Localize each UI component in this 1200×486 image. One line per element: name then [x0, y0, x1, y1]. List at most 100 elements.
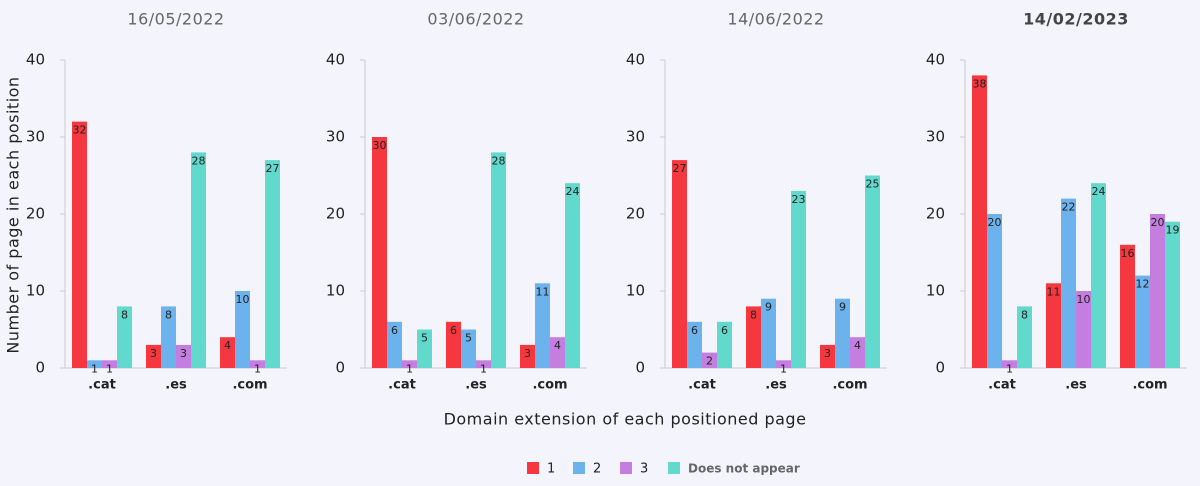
bar — [72, 121, 87, 368]
data-label: 11 — [536, 285, 550, 298]
data-label: 10 — [1077, 293, 1091, 306]
data-label: 5 — [465, 332, 472, 345]
data-label: 23 — [792, 193, 806, 206]
bar — [1135, 275, 1150, 368]
bar — [1061, 198, 1076, 368]
legend-swatch — [668, 462, 680, 474]
data-label: 8 — [750, 308, 757, 321]
x-tick-label: .cat — [388, 378, 416, 393]
y-tick-label: 20 — [326, 205, 345, 223]
data-label: 22 — [1062, 201, 1076, 214]
bar — [476, 360, 491, 368]
bar — [717, 321, 732, 368]
chart-title: 16/05/2022 — [127, 10, 224, 29]
x-axis-title: Domain extension of each positioned page — [444, 410, 807, 429]
x-tick-label: .es — [765, 378, 787, 393]
data-label: 6 — [691, 324, 698, 337]
bar — [865, 175, 880, 368]
data-label: 27 — [673, 162, 687, 175]
bar — [491, 152, 506, 368]
bar — [102, 360, 117, 368]
y-tick-label: 20 — [626, 205, 645, 223]
bar — [372, 137, 387, 368]
bar — [1091, 183, 1106, 368]
data-label: 10 — [236, 293, 250, 306]
x-tick-label: .es — [465, 378, 487, 393]
data-label: 9 — [765, 301, 772, 314]
data-label: 8 — [121, 308, 128, 321]
data-label: 6 — [721, 324, 728, 337]
bar — [1046, 283, 1061, 368]
data-label: 3 — [180, 347, 187, 360]
y-tick-label: 10 — [26, 282, 45, 300]
x-tick-label: .com — [532, 378, 567, 393]
x-tick-label: .cat — [88, 378, 116, 393]
data-label: 12 — [1136, 278, 1150, 291]
bar — [820, 344, 835, 368]
data-label: 6 — [391, 324, 398, 337]
data-label: 20 — [988, 216, 1002, 229]
data-label: 1 — [1006, 362, 1013, 375]
bar — [265, 160, 280, 368]
y-tick-label: 30 — [326, 128, 345, 146]
data-label: 28 — [492, 154, 506, 167]
bar — [191, 152, 206, 368]
y-tick-label: 0 — [635, 359, 645, 377]
bar — [461, 329, 476, 368]
bar — [565, 183, 580, 368]
bar — [220, 337, 235, 368]
bar — [387, 321, 402, 368]
y-tick-label: 30 — [626, 128, 645, 146]
bar — [687, 321, 702, 368]
data-label: 1 — [406, 362, 413, 375]
bar — [235, 291, 250, 368]
data-label: 4 — [854, 339, 861, 352]
bar — [87, 360, 102, 368]
bar — [1120, 244, 1135, 368]
legend-swatch — [620, 462, 632, 474]
bar — [550, 337, 565, 368]
data-label: 11 — [1047, 285, 1061, 298]
data-label: 1 — [480, 362, 487, 375]
data-label: 1 — [254, 362, 261, 375]
data-label: 1 — [91, 362, 98, 375]
bar — [1150, 214, 1165, 368]
bar — [987, 214, 1002, 368]
x-tick-label: .cat — [688, 378, 716, 393]
legend-label: 1 — [547, 462, 555, 477]
y-tick-label: 0 — [35, 359, 45, 377]
legend-swatch — [527, 462, 539, 474]
y-tick-label: 0 — [335, 359, 345, 377]
bar — [417, 329, 432, 368]
bar — [1165, 221, 1180, 368]
data-label: 3 — [150, 347, 157, 360]
chart-title: 03/06/2022 — [427, 10, 524, 29]
bar — [1076, 291, 1091, 368]
bar — [146, 344, 161, 368]
bar — [776, 360, 791, 368]
bar — [746, 306, 761, 368]
data-label: 1 — [780, 362, 787, 375]
data-label: 28 — [192, 154, 206, 167]
y-tick-label: 30 — [926, 128, 945, 146]
bar — [702, 352, 717, 368]
y-tick-label: 20 — [926, 205, 945, 223]
legend-label: Does not appear — [688, 462, 800, 476]
data-label: 32 — [73, 124, 87, 137]
x-tick-label: .es — [1065, 378, 1087, 393]
bar — [446, 321, 461, 368]
x-tick-label: .com — [232, 378, 267, 393]
data-label: 24 — [1092, 185, 1106, 198]
data-label: 3 — [824, 347, 831, 360]
x-tick-label: .com — [832, 378, 867, 393]
y-tick-label: 30 — [26, 128, 45, 146]
bar — [161, 306, 176, 368]
data-label: 24 — [566, 185, 580, 198]
bar — [1017, 306, 1032, 368]
data-label: 16 — [1121, 247, 1135, 260]
legend-label: 2 — [593, 462, 601, 477]
bar — [402, 360, 417, 368]
data-label: 2 — [706, 355, 713, 368]
y-tick-label: 40 — [626, 51, 645, 69]
bar — [250, 360, 265, 368]
